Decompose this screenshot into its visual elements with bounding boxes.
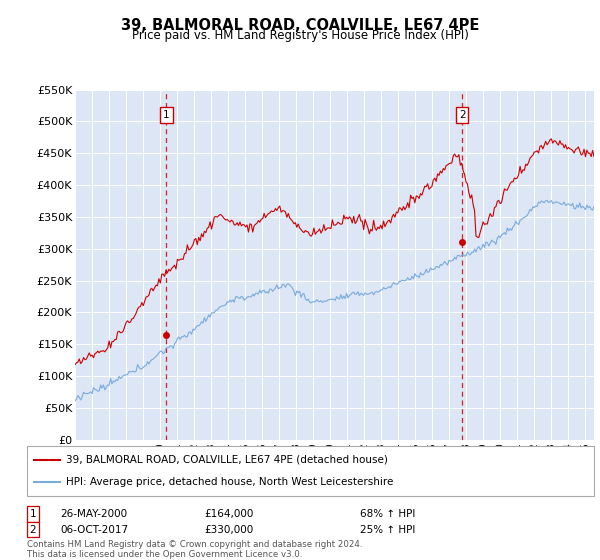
Text: £330,000: £330,000 bbox=[204, 525, 253, 535]
Text: £164,000: £164,000 bbox=[204, 509, 253, 519]
Text: 39, BALMORAL ROAD, COALVILLE, LE67 4PE: 39, BALMORAL ROAD, COALVILLE, LE67 4PE bbox=[121, 18, 479, 32]
Text: 39, BALMORAL ROAD, COALVILLE, LE67 4PE (detached house): 39, BALMORAL ROAD, COALVILLE, LE67 4PE (… bbox=[66, 455, 388, 465]
Text: Price paid vs. HM Land Registry's House Price Index (HPI): Price paid vs. HM Land Registry's House … bbox=[131, 29, 469, 43]
Text: 25% ↑ HPI: 25% ↑ HPI bbox=[360, 525, 415, 535]
Text: 68% ↑ HPI: 68% ↑ HPI bbox=[360, 509, 415, 519]
Text: HPI: Average price, detached house, North West Leicestershire: HPI: Average price, detached house, Nort… bbox=[66, 477, 394, 487]
Text: 1: 1 bbox=[29, 509, 37, 519]
Text: 06-OCT-2017: 06-OCT-2017 bbox=[60, 525, 128, 535]
Text: 2: 2 bbox=[459, 110, 466, 120]
Text: 26-MAY-2000: 26-MAY-2000 bbox=[60, 509, 127, 519]
Text: 2: 2 bbox=[29, 525, 37, 535]
Text: Contains HM Land Registry data © Crown copyright and database right 2024.
This d: Contains HM Land Registry data © Crown c… bbox=[27, 540, 362, 559]
Text: 1: 1 bbox=[163, 110, 170, 120]
